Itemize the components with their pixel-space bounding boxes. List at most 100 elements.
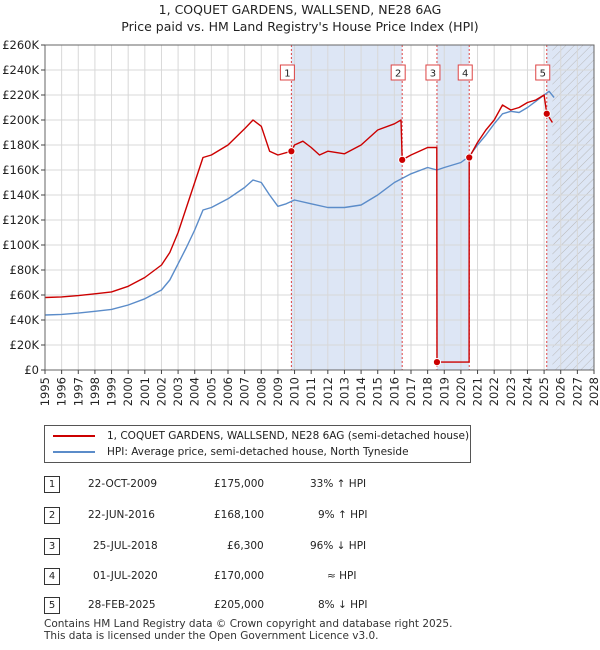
transaction-price: £6,300 — [227, 540, 264, 552]
y-tick-label: £240K — [2, 63, 39, 77]
legend-swatch-red — [53, 435, 95, 437]
price-paid-line — [45, 94, 553, 363]
transaction-date: 22-JUN-2016 — [88, 509, 155, 521]
x-tick-label: 2012 — [321, 377, 335, 406]
transaction-hpi: ≈ HPI — [327, 570, 357, 582]
sale-marker-box — [457, 64, 473, 81]
transaction-row: 2 22-JUN-2016 £168,100 9% ↑ HPI — [44, 507, 464, 525]
transaction-number: 2 — [44, 507, 60, 524]
chart-subtitle: Price paid vs. HM Land Registry's House … — [121, 19, 479, 34]
y-tick-label: £120K — [2, 213, 39, 227]
transaction-hpi: 33% ↑ HPI — [310, 478, 367, 490]
y-tick-label: £160K — [2, 163, 39, 177]
x-tick-label: 2003 — [171, 377, 185, 406]
sale-point — [432, 358, 442, 367]
sale-marker-box — [425, 64, 441, 81]
shaded-period — [436, 45, 470, 370]
x-tick-label: 1997 — [71, 377, 85, 406]
sale-point — [398, 155, 407, 164]
sale-point — [287, 147, 296, 156]
x-tick-label: 1998 — [88, 377, 102, 406]
y-tick-label: £180K — [2, 138, 39, 152]
sale-marker-box — [390, 64, 406, 81]
x-tick-label: 2004 — [188, 377, 202, 406]
sale-marker-label: 1 — [284, 69, 290, 80]
sale-marker-box — [535, 64, 551, 81]
sale-marker-label: 4 — [462, 69, 468, 80]
transaction-row: 4 01-JUL-2020 £170,000 ≈ HPI — [44, 568, 464, 586]
sale-marker-label: 3 — [430, 69, 436, 80]
sale-marker-label: 2 — [395, 69, 401, 80]
x-tick-label: 2023 — [504, 377, 518, 406]
y-tick-label: £80K — [10, 263, 40, 277]
x-tick-label: 2014 — [354, 377, 368, 406]
x-tick-label: 2010 — [288, 377, 302, 406]
x-tick-label: 2016 — [387, 377, 401, 406]
transaction-number: 4 — [44, 568, 60, 585]
x-tick-label: 2009 — [271, 377, 285, 406]
x-tick-label: 1995 — [38, 377, 52, 406]
legend-label-hpi: HPI: Average price, semi-detached house,… — [107, 446, 409, 458]
x-tick-label: 2013 — [337, 377, 351, 406]
y-tick-label: £0 — [24, 363, 39, 377]
plot-frame — [44, 44, 595, 371]
x-tick-label: 1996 — [55, 377, 69, 406]
legend-item-price-paid: 1, COQUET GARDENS, WALLSEND, NE28 6AG (s… — [53, 428, 469, 444]
y-tick-label: £60K — [10, 288, 40, 302]
sale-point — [542, 109, 551, 118]
x-tick-label: 2025 — [537, 377, 551, 406]
transaction-date: 01-JUL-2020 — [93, 570, 158, 582]
transaction-row: 3 25-JUL-2018 £6,300 96% ↓ HPI — [44, 538, 464, 556]
x-tick-label: 2017 — [404, 377, 418, 406]
x-tick-label: 2024 — [520, 377, 534, 406]
x-tick-label: 2005 — [204, 377, 218, 406]
x-tick-label: 2019 — [437, 377, 451, 406]
x-tick-label: 2020 — [454, 377, 468, 406]
x-tick-label: 2027 — [570, 377, 584, 406]
x-tick-label: 2000 — [121, 377, 135, 406]
transaction-hpi: 9% ↑ HPI — [318, 509, 368, 521]
x-tick-label: 2006 — [221, 377, 235, 406]
x-tick-label: 2011 — [304, 377, 318, 406]
transaction-number: 5 — [44, 597, 60, 614]
x-tick-label: 2008 — [254, 377, 268, 406]
transaction-hpi: 8% ↓ HPI — [318, 599, 368, 611]
transaction-date: 28-FEB-2025 — [88, 599, 156, 611]
y-tick-label: £260K — [2, 38, 39, 52]
price-chart: 1 2 3 4 5 £0 £20K £40K £60K £80K £100K £120K £140K £… — [2, 38, 600, 406]
x-tick-label: 1999 — [105, 377, 119, 406]
x-tick-label: 2018 — [421, 377, 435, 406]
y-tick-label: £200K — [2, 113, 39, 127]
chart-legend: 1, COQUET GARDENS, WALLSEND, NE28 6AG (s… — [44, 425, 471, 463]
x-tick-label: 2015 — [371, 377, 385, 406]
chart-title: 1, COQUET GARDENS, WALLSEND, NE28 6AG — [158, 2, 442, 17]
transaction-number: 3 — [44, 538, 60, 555]
legend-item-hpi: HPI: Average price, semi-detached house,… — [53, 444, 409, 460]
footer-copyright: Contains HM Land Registry data © Crown c… — [44, 618, 453, 630]
transaction-row: 1 22-OCT-2009 £175,000 33% ↑ HPI — [44, 476, 464, 494]
footer-licence: This data is licensed under the Open Gov… — [44, 630, 379, 642]
sale-point — [465, 153, 474, 162]
y-tick-label: £20K — [10, 338, 40, 352]
forecast-hatch — [552, 45, 594, 370]
transaction-price: £168,100 — [214, 509, 265, 521]
x-tick-label: 2028 — [587, 377, 600, 406]
legend-label-price-paid: 1, COQUET GARDENS, WALLSEND, NE28 6AG (s… — [107, 430, 470, 442]
y-tick-label: £40K — [10, 313, 40, 327]
y-tick-label: £220K — [2, 88, 39, 102]
hpi-line — [45, 90, 555, 316]
y-tick-label: £140K — [2, 188, 39, 202]
transaction-price: £170,000 — [214, 570, 265, 582]
y-tick-label: £100K — [2, 238, 39, 252]
transaction-date: 25-JUL-2018 — [93, 540, 158, 552]
transaction-row: 5 28-FEB-2025 £205,000 8% ↓ HPI — [44, 597, 464, 615]
transaction-hpi: 96% ↓ HPI — [310, 540, 367, 552]
legend-swatch-blue — [53, 451, 95, 453]
transaction-date: 22-OCT-2009 — [88, 478, 157, 490]
sale-marker-label: 5 — [540, 69, 546, 80]
footer-note: Contains HM Land Registry data © Crown c… — [44, 618, 452, 642]
sale-marker-box — [279, 64, 295, 81]
transaction-number: 1 — [44, 476, 60, 493]
x-tick-label: 2021 — [471, 377, 485, 406]
x-tick-label: 2022 — [487, 377, 501, 406]
